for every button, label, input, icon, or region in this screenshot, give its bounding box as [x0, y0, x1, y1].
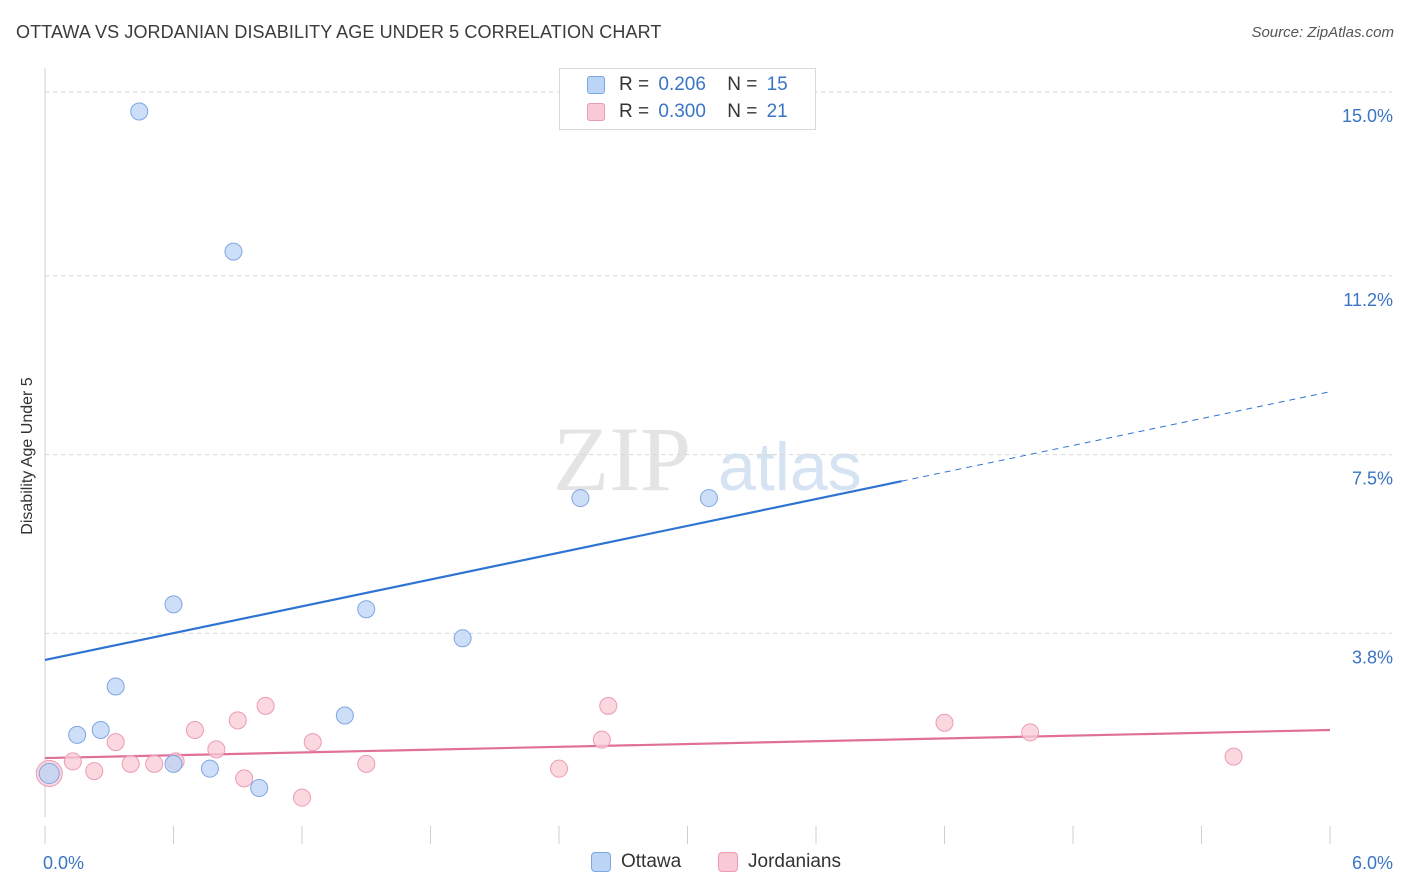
jordanians-point	[63, 752, 82, 771]
ottawa-swatch	[587, 76, 605, 94]
ottawa-trend-line	[44, 480, 902, 662]
x-tick-label: 0.0%	[43, 853, 84, 873]
jordanians-swatch	[718, 852, 738, 872]
r-value-jordanians: 0.300	[658, 101, 706, 122]
ottawa-point	[335, 706, 354, 725]
jordanians-point	[357, 754, 376, 773]
ottawa-swatch	[591, 852, 611, 872]
jordanians-point	[1021, 723, 1040, 742]
ottawa-point	[130, 102, 149, 121]
r-label: R =	[619, 101, 650, 122]
jordanians-point	[293, 788, 311, 807]
jordanians-point	[550, 759, 568, 778]
jordanians-point	[592, 730, 611, 749]
tick-labels: 3.8% 7.5% 11.2% 15.0% 0.0% 6.0%	[43, 106, 1393, 873]
n-value-jordanians: 21	[766, 101, 788, 122]
ottawa-point	[357, 600, 376, 619]
watermark-atlas: atlas	[718, 429, 862, 505]
x-tick-label: 6.0%	[1352, 853, 1393, 873]
ottawa-point	[699, 489, 718, 508]
jordanians-trend-line	[44, 728, 1331, 760]
legend-series: Ottawa Jordanians	[0, 851, 1406, 877]
ottawa-point	[571, 489, 590, 508]
n-value-ottawa: 15	[766, 74, 788, 95]
legend-label-jordanians: Jordanians	[748, 851, 841, 872]
n-label: N =	[727, 74, 758, 95]
data-points	[35, 102, 1243, 807]
jordanians-point	[185, 721, 204, 740]
jordanians-point	[228, 711, 247, 730]
jordanians-swatch	[587, 103, 605, 121]
ottawa-point	[91, 721, 110, 740]
jordanians-point	[1224, 747, 1243, 766]
legend-item-jordanians: Jordanians	[718, 851, 841, 873]
source-label: Source: ZipAtlas.com	[1251, 24, 1394, 41]
ottawa-point	[164, 754, 183, 773]
jordanians-point	[121, 754, 140, 773]
legend-stats: R = 0.206 N = 15 R = 0.300 N = 21	[559, 68, 816, 130]
ottawa-point	[224, 242, 243, 261]
axes	[44, 68, 1331, 844]
ottawa-point	[453, 629, 472, 648]
y-tick-label: 3.8%	[1352, 647, 1393, 667]
y-tick-label: 11.2%	[1343, 290, 1393, 310]
y-tick-label: 7.5%	[1352, 469, 1393, 489]
y-tick-label: 15.0%	[1342, 106, 1393, 126]
jordanians-point	[935, 713, 954, 732]
ottawa-trend-extension	[901, 391, 1331, 482]
legend-label-ottawa: Ottawa	[621, 851, 682, 872]
jordanians-point	[599, 696, 618, 715]
chart-title: OTTAWA VS JORDANIAN DISABILITY AGE UNDER…	[16, 22, 662, 42]
ottawa-point	[164, 595, 183, 614]
legend-row-text: R = 0.300 N = 21	[619, 101, 788, 123]
r-label: R =	[619, 74, 650, 95]
ottawa-point	[38, 763, 60, 785]
ottawa-point	[68, 725, 87, 744]
ottawa-point	[250, 779, 269, 798]
jordanians-point	[207, 740, 226, 759]
r-value-ottawa: 0.206	[658, 74, 706, 95]
ottawa-point	[106, 677, 125, 696]
legend-item-ottawa: Ottawa	[591, 851, 681, 873]
grid-lines	[45, 91, 1392, 634]
jordanians-point	[235, 769, 254, 788]
legend-row-text: R = 0.206 N = 15	[619, 74, 788, 96]
jordanians-point	[145, 754, 164, 773]
ottawa-point	[200, 759, 219, 778]
n-label: N =	[727, 101, 758, 122]
jordanians-point	[256, 696, 275, 715]
jordanians-point	[303, 733, 322, 752]
jordanians-point	[106, 733, 125, 752]
jordanians-point	[85, 762, 104, 781]
trend-lines	[44, 391, 1331, 760]
